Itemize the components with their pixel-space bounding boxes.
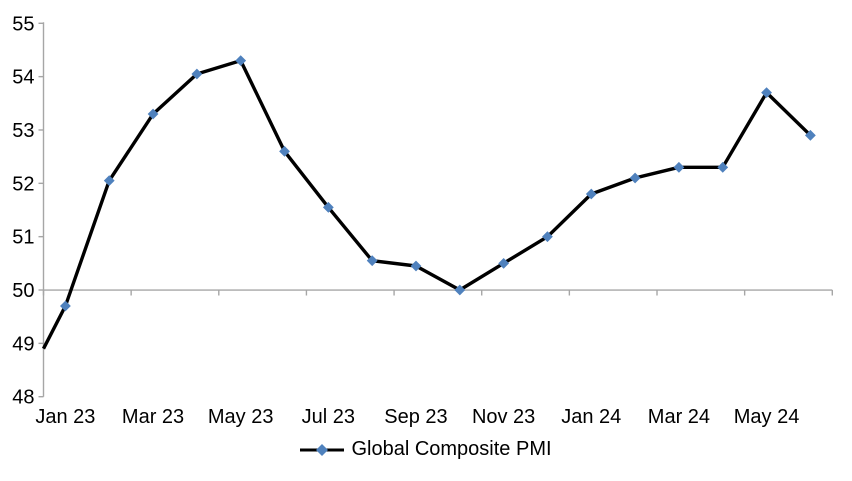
data-point-marker <box>366 255 378 267</box>
data-point-marker <box>804 129 816 141</box>
x-axis-tick-label: Sep 23 <box>384 406 447 428</box>
x-axis-tick-label: Jan 23 <box>35 406 95 428</box>
x-axis-tick-label: Mar 23 <box>122 406 184 428</box>
data-point-marker <box>454 284 466 296</box>
x-axis-tick-label: Nov 23 <box>472 406 535 428</box>
legend-label: Global Composite PMI <box>351 438 552 460</box>
y-axis-tick-label: 55 <box>12 13 34 35</box>
data-point-marker <box>103 175 115 187</box>
y-axis-tick-label: 48 <box>12 387 34 409</box>
data-point-marker <box>629 172 641 184</box>
pmi-series-line <box>41 58 812 350</box>
y-axis-tick-label: 53 <box>12 120 34 142</box>
data-point-marker <box>147 108 159 120</box>
data-point-marker <box>717 161 729 173</box>
legend-line-marker-icon <box>300 443 345 456</box>
y-axis-tick-label: 49 <box>12 333 34 355</box>
x-axis-tick-label: Jan 24 <box>561 406 621 428</box>
data-point-marker <box>279 145 290 157</box>
x-axis-tick-label: May 23 <box>208 406 274 428</box>
data-point-marker <box>498 257 510 269</box>
y-axis-tick-label: 50 <box>12 280 34 302</box>
data-point-marker <box>761 87 772 99</box>
data-point-marker <box>60 300 71 312</box>
chart-legend: Global Composite PMI <box>0 438 852 461</box>
data-point-marker <box>410 260 422 272</box>
data-point-marker <box>585 188 597 200</box>
x-axis-tick-label: Mar 24 <box>648 406 710 428</box>
x-axis-tick-label: May 24 <box>734 406 800 428</box>
y-axis-tick-label: 54 <box>12 67 34 89</box>
data-point-marker <box>235 55 247 67</box>
data-point-marker <box>322 201 334 213</box>
data-point-marker <box>673 161 685 173</box>
x-axis-tick-label: Jul 23 <box>302 406 355 428</box>
data-point-marker <box>542 231 553 243</box>
data-point-marker <box>191 68 203 80</box>
y-axis-tick-label: 51 <box>12 227 34 249</box>
y-axis-tick-label: 52 <box>12 173 34 195</box>
